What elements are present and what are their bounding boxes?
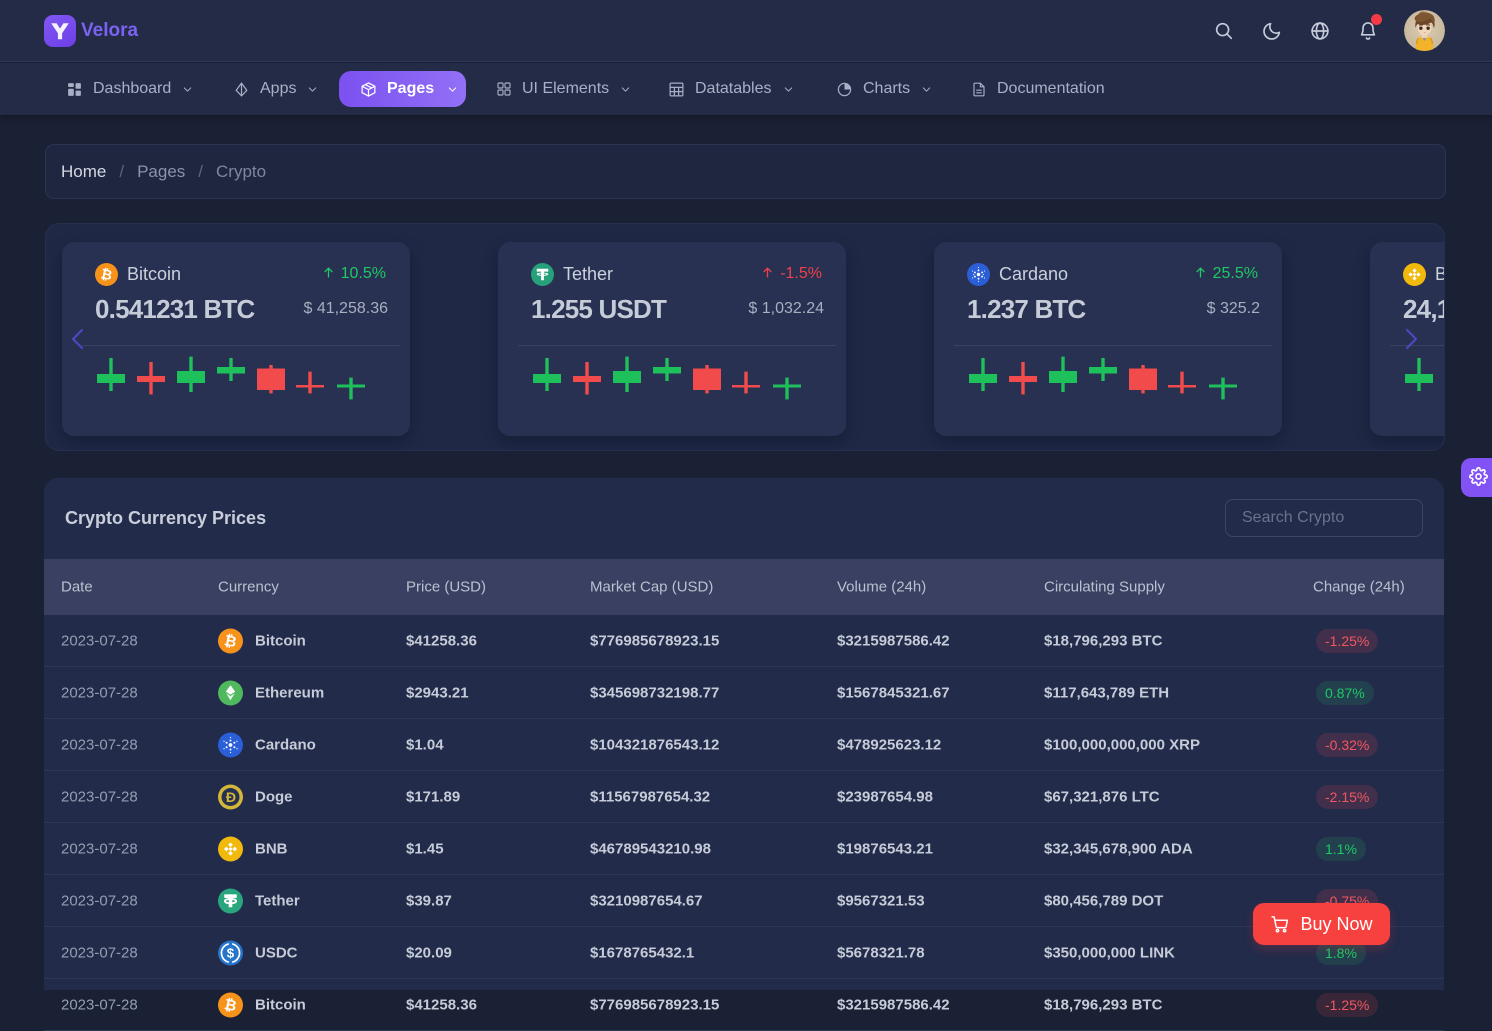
svg-text:$: $ — [227, 945, 235, 960]
svg-text:₿: ₿ — [99, 266, 113, 283]
svg-text:₿: ₿ — [223, 632, 238, 650]
svg-text:Đ: Đ — [226, 789, 236, 805]
